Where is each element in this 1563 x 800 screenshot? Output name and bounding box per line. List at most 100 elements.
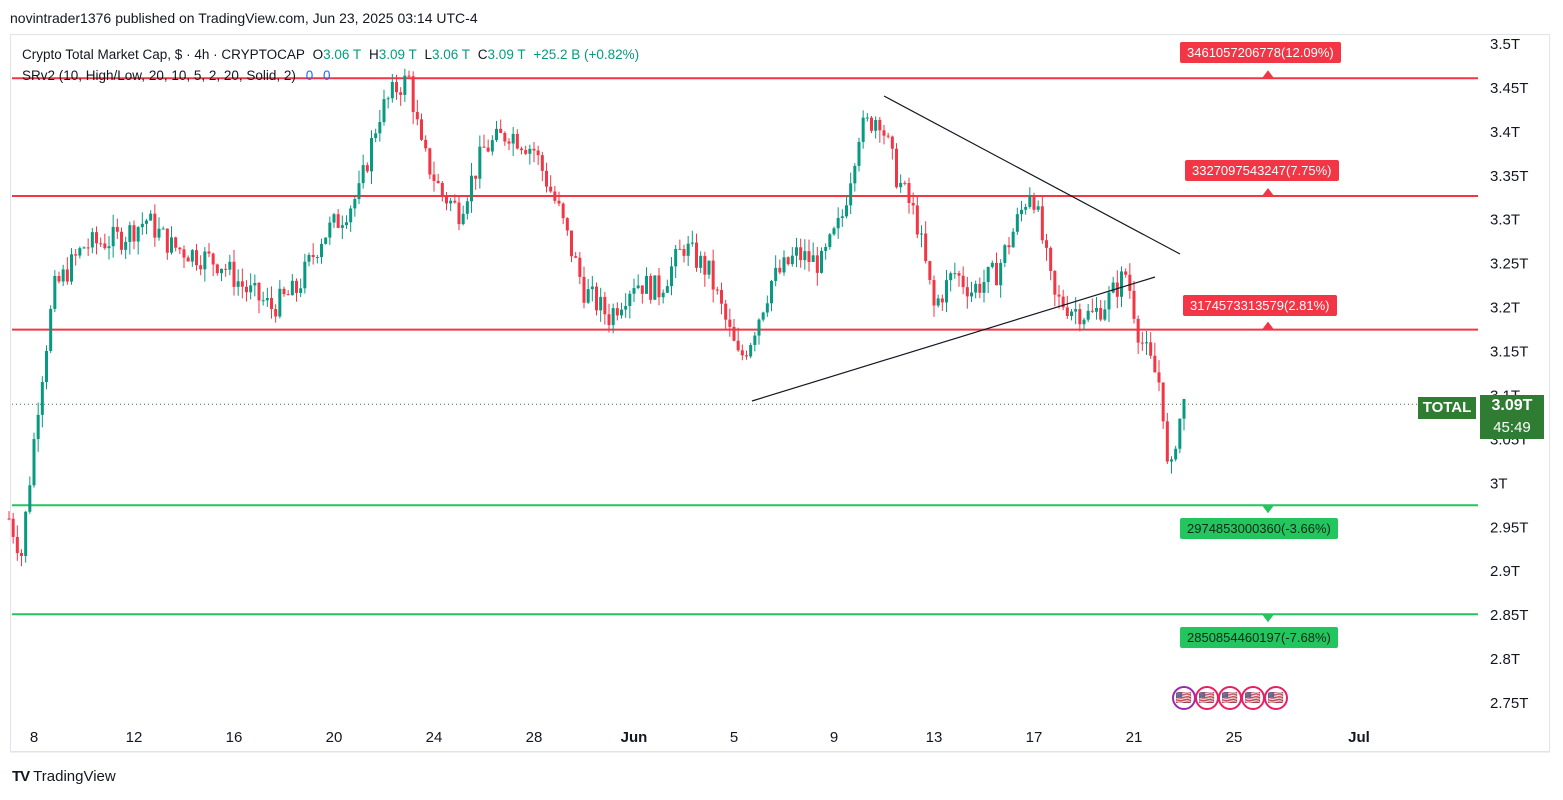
candle-body [878, 119, 882, 131]
candle-body [924, 233, 928, 262]
candle-body [261, 300, 265, 302]
indicator-legend-row[interactable]: SRv2 (10, High/Low, 20, 10, 5, 2, 20, So… [22, 65, 639, 86]
candle-body [124, 241, 128, 250]
candle-body [220, 268, 223, 274]
low-label: L [424, 47, 432, 62]
us-flag-icon[interactable]: 🇺🇸 [1195, 686, 1219, 710]
candle-body [520, 148, 523, 151]
candle-body [990, 262, 994, 267]
y-tick-label: 3.25T [1490, 256, 1528, 273]
candle-body [1049, 247, 1053, 271]
candle-body [232, 261, 236, 287]
candle-body [953, 273, 957, 275]
candle-body [1145, 342, 1148, 344]
x-tick-label: 25 [1226, 729, 1243, 746]
candle-body [107, 246, 111, 249]
candle-body [1161, 382, 1165, 422]
candle-body [857, 141, 861, 166]
x-tick-label: 12 [126, 729, 143, 746]
candle-body [620, 309, 623, 316]
candle-body [1020, 209, 1023, 215]
candle-body [1103, 309, 1107, 320]
candle-body [586, 289, 590, 303]
resistance-label-1: 3461057206778(12.09%) [1180, 42, 1341, 63]
y-tick-label: 2.9T [1490, 563, 1520, 580]
us-flag-icon[interactable]: 🇺🇸 [1218, 686, 1242, 710]
candle-body [253, 282, 257, 286]
candle-body [440, 183, 444, 196]
support-level-marker [1262, 614, 1274, 623]
x-tick-label: 13 [926, 729, 943, 746]
candle-body [424, 139, 428, 149]
candle-body [461, 213, 465, 225]
candle-body [974, 283, 978, 293]
candle-body [965, 287, 969, 297]
candle-body [890, 136, 894, 149]
candle-body [478, 146, 482, 179]
candle-body [315, 257, 319, 259]
candle-body [386, 98, 390, 100]
x-tick-label: 16 [226, 729, 243, 746]
y-tick-label: 2.85T [1490, 607, 1528, 624]
candle-body [45, 350, 48, 383]
candle-body [1107, 292, 1111, 310]
candle-body [665, 286, 669, 293]
candle-body [499, 128, 503, 133]
candle-body [599, 296, 603, 311]
candle-body [449, 200, 453, 204]
candle-body [40, 382, 44, 415]
candle-body [636, 285, 640, 289]
candle-body [157, 228, 161, 238]
support-label-2: 2850854460197(-7.68%) [1180, 627, 1338, 648]
candle-body [686, 243, 690, 256]
indicator-value-2: 0 [322, 68, 331, 83]
ascending-trendline[interactable] [751, 276, 1156, 402]
candle-body [1003, 245, 1007, 263]
open-value: 3.06 T [323, 47, 362, 62]
candle-body [1136, 318, 1140, 343]
candle-body [1057, 294, 1061, 297]
x-tick-label: 8 [30, 729, 38, 746]
candle-body [790, 255, 794, 265]
candle-body [645, 275, 648, 294]
candle-body [32, 439, 36, 486]
candle-body [90, 232, 94, 248]
symbol-title[interactable]: Crypto Total Market Cap, $ · 4h · CRYPTO… [22, 47, 305, 62]
candle-body [349, 208, 353, 223]
candle-body [407, 75, 411, 77]
candle-body [190, 250, 194, 262]
candle-body [640, 285, 644, 294]
candle-body [524, 150, 528, 154]
candle-body [303, 261, 307, 289]
candle-body [224, 268, 228, 270]
candle-body [928, 261, 932, 280]
candle-body [61, 269, 65, 282]
us-flag-icon[interactable]: 🇺🇸 [1241, 686, 1265, 710]
candle-body [357, 183, 361, 200]
us-flag-icon[interactable]: 🇺🇸 [1264, 686, 1288, 710]
high-label: H [368, 47, 379, 62]
descending-trendline[interactable] [883, 95, 1181, 255]
candle-body [49, 308, 53, 351]
candle-body [957, 273, 961, 276]
candle-body [95, 232, 98, 244]
economic-events[interactable]: 🇺🇸 🇺🇸 🇺🇸 🇺🇸 🇺🇸 [1172, 686, 1288, 710]
symbol-legend-row[interactable]: Crypto Total Market Cap, $ · 4h · CRYPTO… [22, 44, 639, 65]
us-flag-icon[interactable]: 🇺🇸 [1172, 686, 1196, 710]
footer-branding[interactable]: TV TradingView [12, 768, 116, 785]
candle-body [699, 255, 703, 268]
candle-body [365, 165, 369, 172]
y-tick-label: 3T [1490, 475, 1508, 492]
indicator-title[interactable]: SRv2 (10, High/Low, 20, 10, 5, 2, 20, So… [22, 68, 296, 83]
candle-body [361, 165, 365, 184]
current-price-value: 3.09T [1491, 397, 1533, 414]
candle-body [1157, 372, 1161, 383]
candle-body [1170, 459, 1173, 462]
candle-body [15, 536, 19, 554]
y-tick-label: 3.3T [1490, 212, 1520, 229]
chart-legend: Crypto Total Market Cap, $ · 4h · CRYPTO… [22, 44, 639, 86]
candle-body [24, 511, 28, 556]
candle-body [257, 282, 261, 301]
candle-body [982, 282, 986, 293]
